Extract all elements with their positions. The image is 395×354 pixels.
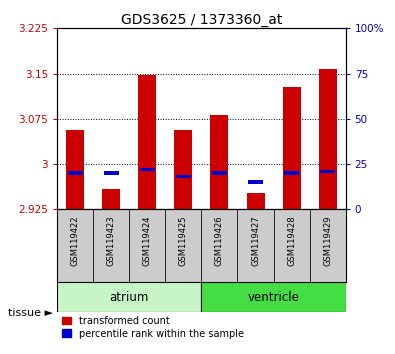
Legend: transformed count, percentile rank within the sample: transformed count, percentile rank withi… bbox=[62, 316, 244, 338]
Bar bbox=[310, 209, 346, 282]
Bar bbox=[284, 171, 299, 175]
Bar bbox=[274, 209, 310, 282]
Bar bbox=[246, 193, 265, 209]
Text: GSM119423: GSM119423 bbox=[107, 215, 116, 266]
Bar bbox=[201, 282, 346, 313]
Text: atrium: atrium bbox=[110, 291, 149, 304]
Bar bbox=[248, 181, 263, 184]
Bar bbox=[319, 69, 337, 209]
Bar bbox=[201, 209, 237, 282]
Bar bbox=[212, 171, 227, 175]
Bar bbox=[138, 75, 156, 209]
Text: GSM119428: GSM119428 bbox=[287, 215, 296, 266]
Bar bbox=[140, 168, 155, 171]
Text: GSM119427: GSM119427 bbox=[251, 215, 260, 266]
Bar bbox=[57, 282, 201, 313]
Bar bbox=[176, 175, 191, 178]
Text: GSM119422: GSM119422 bbox=[71, 215, 80, 266]
Title: GDS3625 / 1373360_at: GDS3625 / 1373360_at bbox=[121, 13, 282, 27]
Bar bbox=[237, 209, 274, 282]
Bar bbox=[93, 209, 130, 282]
Bar bbox=[130, 209, 166, 282]
Bar bbox=[68, 171, 83, 175]
Bar bbox=[166, 209, 201, 282]
Text: ventricle: ventricle bbox=[248, 291, 299, 304]
Bar bbox=[103, 171, 119, 175]
Text: GSM119424: GSM119424 bbox=[143, 215, 152, 266]
Bar bbox=[102, 189, 120, 209]
Text: GSM119425: GSM119425 bbox=[179, 215, 188, 266]
Text: GSM119426: GSM119426 bbox=[215, 215, 224, 266]
Bar bbox=[175, 130, 192, 209]
Bar bbox=[320, 170, 335, 173]
Text: GSM119429: GSM119429 bbox=[323, 215, 332, 266]
Bar bbox=[282, 87, 301, 209]
Text: tissue ►: tissue ► bbox=[8, 308, 53, 318]
Bar bbox=[57, 209, 93, 282]
Bar bbox=[211, 114, 228, 209]
Bar bbox=[66, 130, 84, 209]
